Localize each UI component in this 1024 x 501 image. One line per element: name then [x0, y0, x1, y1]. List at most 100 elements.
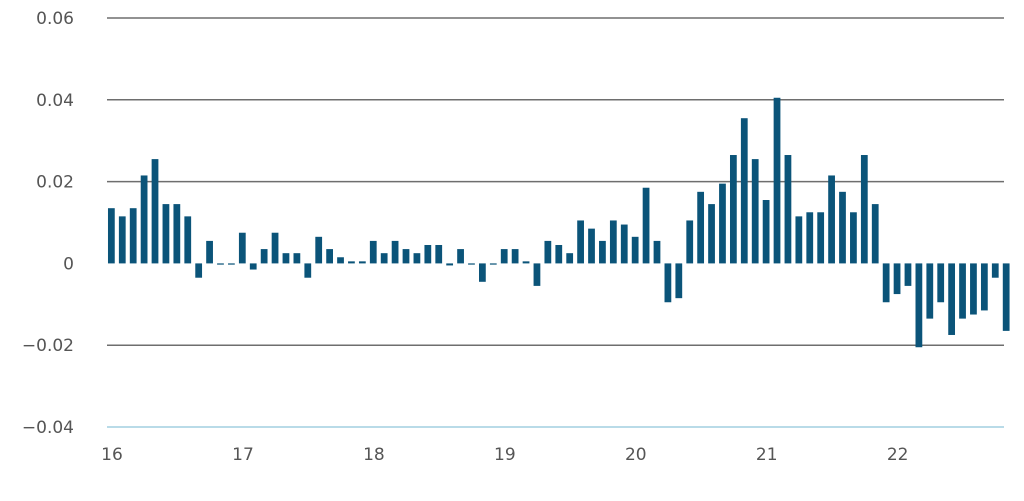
bar	[238, 232, 246, 264]
bar	[184, 216, 192, 264]
bar	[555, 244, 563, 264]
x-tick-label: 20	[625, 445, 647, 465]
bar	[697, 191, 705, 264]
y-tick-label: 0.06	[36, 9, 74, 29]
bar	[478, 263, 486, 282]
bar	[348, 261, 355, 264]
x-tick-label: 17	[232, 445, 254, 465]
bar	[751, 159, 759, 264]
bar	[675, 263, 683, 299]
bar	[522, 261, 530, 264]
bar	[206, 240, 213, 264]
bar	[1002, 263, 1010, 331]
bar	[533, 263, 541, 286]
x-tick-label: 16	[101, 445, 123, 465]
bar	[839, 191, 846, 264]
bar	[402, 249, 410, 264]
bar	[904, 263, 912, 286]
bar	[140, 175, 148, 264]
bar	[991, 263, 999, 278]
bar	[784, 155, 792, 264]
bar	[642, 187, 650, 264]
bar	[980, 263, 988, 311]
bar	[424, 244, 432, 264]
bar	[577, 220, 584, 264]
bar	[337, 257, 344, 264]
bar	[631, 236, 639, 264]
bar	[173, 204, 181, 264]
y-tick-label: −0.02	[22, 336, 74, 356]
bar	[391, 240, 399, 264]
bar	[282, 253, 290, 264]
bar	[369, 240, 377, 264]
bar	[828, 175, 835, 264]
bar	[817, 212, 825, 264]
bar	[773, 97, 781, 264]
y-tick-label: 0.04	[36, 91, 74, 111]
bar	[599, 240, 606, 264]
bar	[544, 240, 552, 264]
x-axis-tick-labels: 16 17 18 19 20 21 22	[101, 445, 908, 465]
bar	[795, 216, 803, 264]
bar	[893, 263, 901, 295]
bar	[653, 240, 661, 264]
bar	[970, 263, 977, 315]
x-tick-label: 22	[887, 445, 909, 465]
bar	[708, 204, 715, 264]
x-tick-label: 18	[363, 445, 385, 465]
y-tick-label: 0.02	[36, 173, 74, 193]
bar	[948, 263, 956, 335]
bar	[271, 232, 279, 264]
bar	[468, 263, 475, 265]
bar	[217, 263, 224, 265]
bar	[740, 118, 748, 264]
bar	[489, 263, 497, 265]
bar	[358, 261, 366, 264]
bar	[620, 224, 628, 264]
bar	[566, 253, 574, 264]
bar	[129, 208, 137, 264]
bar	[729, 155, 737, 264]
bar	[435, 244, 443, 264]
x-tick-label: 21	[756, 445, 778, 465]
bar	[915, 263, 923, 348]
bar	[446, 263, 454, 266]
gridlines	[107, 17, 1004, 428]
bar	[380, 253, 388, 264]
bar	[664, 263, 672, 303]
bar	[806, 212, 814, 264]
bar	[228, 263, 235, 265]
bar	[850, 212, 857, 264]
bar	[413, 253, 421, 264]
y-tick-label: −0.04	[22, 418, 74, 438]
bar	[118, 216, 126, 264]
bar	[304, 263, 312, 278]
bar	[107, 208, 115, 264]
bar	[762, 200, 770, 264]
bar	[249, 263, 257, 270]
bar	[500, 249, 508, 264]
bar	[937, 263, 945, 303]
bar	[151, 159, 159, 264]
bar	[293, 253, 301, 264]
bar	[260, 249, 268, 264]
y-axis-tick-labels: 0.06 0.04 0.02 0 −0.02 −0.04	[22, 9, 74, 438]
x-tick-label: 19	[494, 445, 516, 465]
bar	[926, 263, 934, 319]
bar	[457, 249, 464, 264]
bar	[511, 249, 519, 264]
bar	[162, 204, 170, 264]
bar	[719, 183, 726, 264]
bar	[588, 228, 595, 264]
bar	[326, 249, 334, 264]
bar	[609, 220, 617, 264]
bar	[860, 155, 868, 264]
bar	[315, 236, 323, 264]
bar	[871, 204, 879, 264]
bar	[882, 263, 890, 303]
bar	[959, 263, 966, 319]
y-tick-label: 0	[63, 254, 74, 274]
bar	[686, 220, 694, 264]
bars	[107, 97, 1010, 348]
